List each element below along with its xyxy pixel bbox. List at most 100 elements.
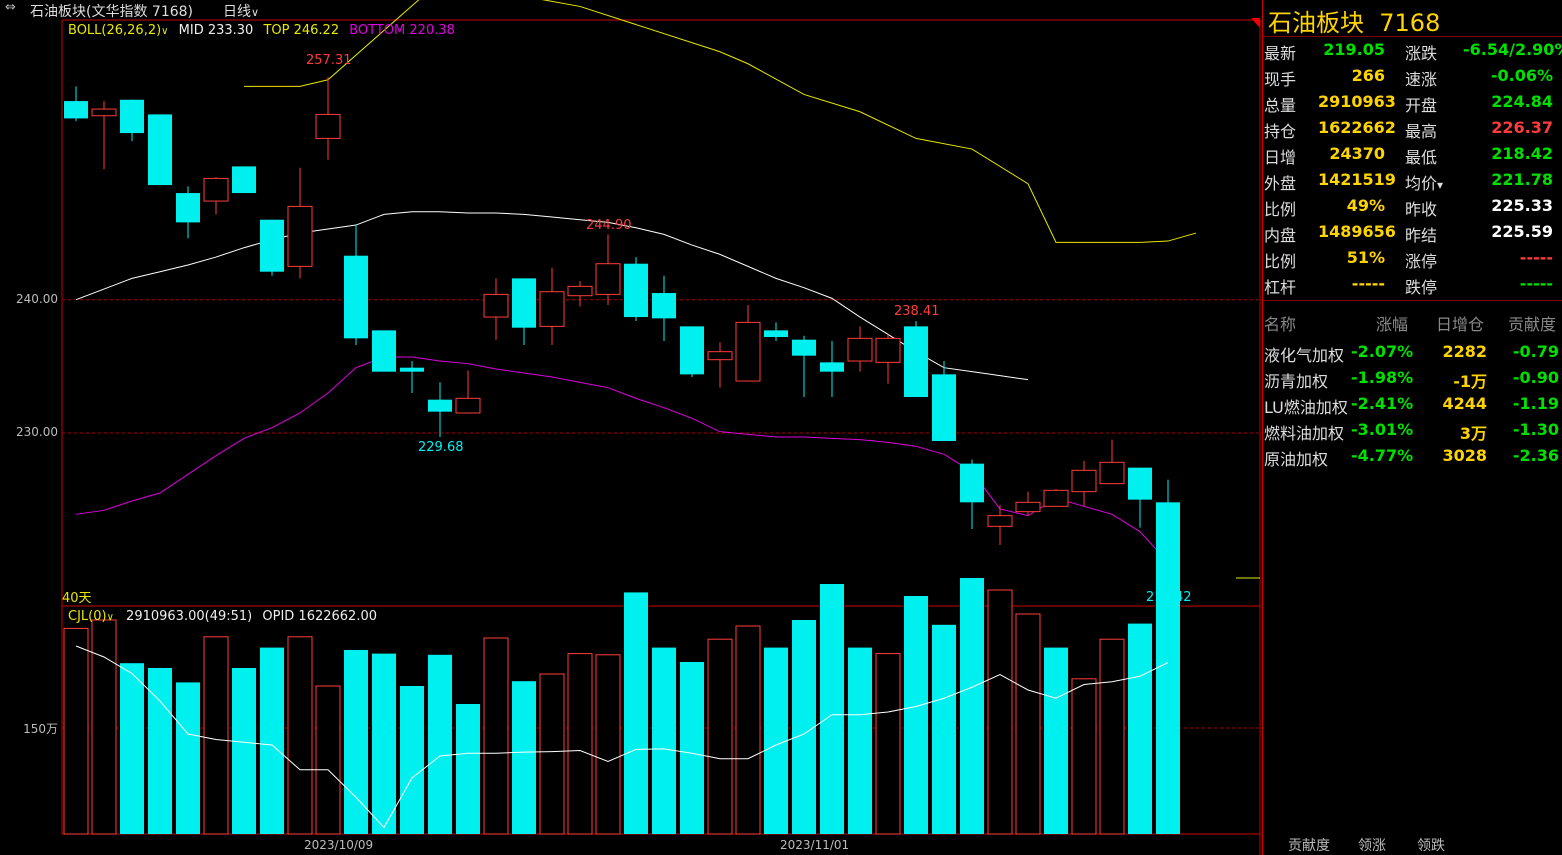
volume-bar-up bbox=[595, 654, 621, 835]
quote-label: 开盘 bbox=[1405, 96, 1438, 115]
tab-contrib[interactable]: 贡献度 bbox=[1288, 838, 1330, 854]
candle-body-up bbox=[203, 177, 229, 202]
contrib-increase: 3万 bbox=[1459, 424, 1487, 443]
candle-body-down bbox=[820, 362, 844, 372]
quote-name: 石油板块 bbox=[1268, 9, 1364, 37]
candle-body-down bbox=[428, 399, 452, 412]
quote-label: 涨跌 bbox=[1405, 44, 1438, 63]
quote-label: 比例 bbox=[1264, 200, 1297, 219]
vol-value: 2910963.00(49:51) bbox=[126, 609, 253, 624]
candle-body-down bbox=[372, 330, 396, 372]
contrib-row[interactable]: 燃料油加权 -3.01% 3万 -1.30 bbox=[1263, 420, 1561, 446]
vol-name[interactable]: CJL(0)∨ bbox=[68, 609, 114, 624]
quote-label: 最新 bbox=[1264, 44, 1297, 63]
tab-leaders-down[interactable]: 领跌 bbox=[1417, 838, 1445, 854]
boll-bottom-line bbox=[75, 356, 1169, 563]
quote-value: 266 bbox=[1351, 66, 1385, 85]
boll-top: TOP 246.22 bbox=[263, 23, 340, 38]
boll-name[interactable]: BOLL(26,26,2)∨ bbox=[68, 23, 169, 38]
volume-bar-down bbox=[624, 592, 648, 834]
quote-row: 比例 49% 昨收 225.33 bbox=[1263, 196, 1561, 222]
quote-label: 持仓 bbox=[1264, 122, 1297, 141]
candlestick-chart[interactable] bbox=[0, 0, 1262, 855]
dropdown-arrow-icon[interactable]: ▾ bbox=[1437, 178, 1444, 192]
chevron-down-icon: ∨ bbox=[161, 26, 169, 37]
candle-body-down bbox=[512, 278, 536, 328]
candle-body-up bbox=[1015, 501, 1041, 513]
candle-body-up bbox=[847, 337, 873, 362]
contrib-value: -1.30 bbox=[1512, 420, 1559, 439]
quote-panel: 石油板块 7168 最新 219.05 涨跌 -6.54/2.90% 现手 266 速涨 -0… bbox=[1262, 0, 1562, 855]
annotation-high-2: 244.90 bbox=[586, 218, 632, 233]
contrib-name: 沥青加权 bbox=[1264, 372, 1329, 391]
candle-body-down bbox=[148, 114, 172, 186]
volume-bar-down bbox=[456, 704, 480, 834]
quote-value: ----- bbox=[1351, 274, 1385, 293]
vol-opid: OPID 1622662.00 bbox=[262, 609, 377, 624]
boll-bottom: BOTTOM 220.38 bbox=[349, 23, 455, 38]
tab-leaders-up[interactable]: 领涨 bbox=[1358, 838, 1386, 854]
boll-mid-line bbox=[75, 211, 1029, 381]
quote-value: ----- bbox=[1519, 248, 1553, 267]
quote-label: 昨收 bbox=[1405, 200, 1438, 219]
quote-row: 最新 219.05 涨跌 -6.54/2.90% bbox=[1263, 40, 1562, 66]
y-axis-label-230: 230.00 bbox=[16, 425, 58, 439]
quote-value: 224.84 bbox=[1491, 92, 1553, 111]
quote-row: 外盘 1421519 均价▾ 221.78 bbox=[1263, 170, 1561, 196]
chevron-down-icon: ∨ bbox=[251, 6, 260, 19]
contrib-value: -0.90 bbox=[1512, 368, 1559, 387]
quote-value: 1421519 bbox=[1318, 170, 1396, 189]
contrib-header-cell[interactable]: 涨幅 bbox=[1376, 315, 1409, 334]
volume-bar-up bbox=[483, 637, 509, 835]
contrib-value: -0.79 bbox=[1512, 342, 1559, 361]
volume-bar-up bbox=[539, 673, 565, 835]
candle-body-up bbox=[91, 108, 117, 117]
volume-bar-down bbox=[176, 682, 200, 834]
candle-body-down bbox=[792, 339, 816, 356]
period-label: 日线 bbox=[223, 4, 251, 20]
contrib-header-cell[interactable]: 名称 bbox=[1264, 315, 1297, 334]
quote-label: 总量 bbox=[1264, 96, 1297, 115]
candle-body-down bbox=[232, 166, 256, 194]
contrib-increase: 2282 bbox=[1442, 342, 1487, 361]
volume-bar-up bbox=[315, 685, 341, 835]
volume-bar-down bbox=[428, 654, 452, 834]
contrib-row[interactable]: 原油加权 -4.77% 3028 -2.36 bbox=[1263, 446, 1561, 472]
quote-value: 1489656 bbox=[1318, 222, 1396, 241]
candle-body-down bbox=[904, 326, 928, 398]
candle-body-down bbox=[1156, 502, 1180, 579]
contrib-header-cell[interactable]: 贡献度 bbox=[1508, 315, 1557, 334]
menu-icon[interactable]: ⇔ bbox=[5, 0, 16, 15]
volume-bar-down bbox=[792, 620, 816, 834]
contrib-row[interactable]: 沥青加权 -1.98% -1万 -0.90 bbox=[1263, 368, 1561, 394]
quote-value: 49% bbox=[1346, 196, 1385, 215]
contrib-row[interactable]: LU燃油加权 -2.41% 4244 -1.19 bbox=[1263, 394, 1561, 420]
quote-value: -6.54/2.90% bbox=[1463, 40, 1562, 59]
volume-bar-down bbox=[1128, 623, 1152, 834]
annotation-high-3: 238.41 bbox=[894, 304, 940, 319]
contrib-change: -2.07% bbox=[1351, 342, 1414, 361]
boll-mid: MID 233.30 bbox=[178, 23, 254, 38]
volume-bar-down bbox=[820, 584, 844, 834]
quote-divider bbox=[1263, 300, 1562, 301]
volume-bar-down bbox=[372, 653, 396, 834]
candle-body-down bbox=[260, 219, 284, 272]
chevron-down-icon: ∨ bbox=[106, 612, 114, 623]
candle-body-up bbox=[539, 291, 565, 327]
volume-bar-down bbox=[1044, 647, 1068, 834]
volume-bar-up bbox=[987, 589, 1013, 835]
quote-value: 225.33 bbox=[1491, 196, 1553, 215]
quote-row: 日增 24370 最低 218.42 bbox=[1263, 144, 1561, 170]
quote-row: 内盘 1489656 昨结 225.59 bbox=[1263, 222, 1561, 248]
candle-body-down bbox=[400, 367, 424, 372]
period-selector[interactable]: 日线∨ bbox=[223, 1, 259, 21]
candle-body-down bbox=[960, 463, 984, 503]
candle-body-up bbox=[315, 113, 341, 139]
volume-bar-up bbox=[735, 625, 761, 835]
x-axis-date-1: 2023/10/09 bbox=[304, 838, 374, 852]
volume-bar-down bbox=[344, 650, 368, 834]
quote-label: 杠杆 bbox=[1264, 278, 1297, 297]
contrib-row[interactable]: 液化气加权 -2.07% 2282 -0.79 bbox=[1263, 342, 1561, 368]
contrib-header-cell[interactable]: 日增仓 bbox=[1436, 315, 1485, 334]
candle-body-up bbox=[1043, 489, 1069, 507]
